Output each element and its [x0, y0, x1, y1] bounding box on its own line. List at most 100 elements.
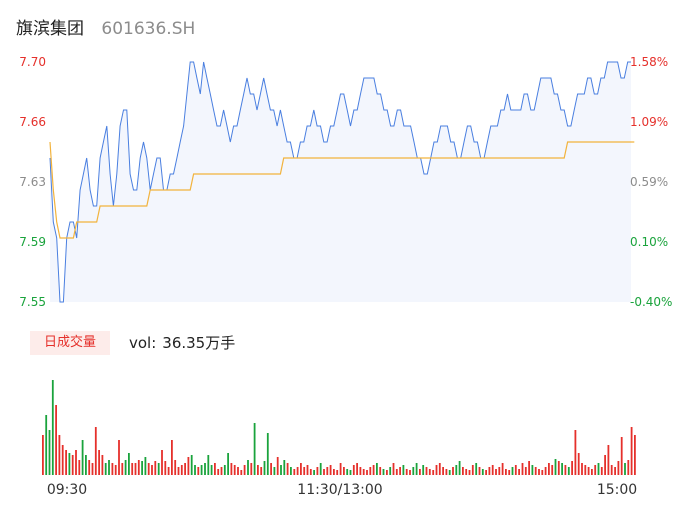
- price-area: [50, 62, 631, 302]
- volume-bar: [501, 463, 504, 475]
- volume-bar: [624, 463, 626, 475]
- volume-bar: [85, 455, 87, 475]
- volume-bar: [432, 470, 435, 475]
- volume-bar: [250, 463, 253, 475]
- volume-bar: [309, 469, 312, 475]
- y-tick-right: 1.58%: [630, 55, 668, 69]
- volume-bar: [273, 467, 276, 475]
- volume-bar: [336, 470, 339, 475]
- volume-bar: [71, 455, 74, 475]
- y-tick-left: 7.63: [19, 175, 46, 189]
- volume-bar: [630, 427, 633, 475]
- y-tick-left: 7.55: [19, 295, 46, 309]
- volume-bar: [597, 463, 600, 475]
- volume-bar: [207, 455, 210, 475]
- volume-bar: [243, 465, 246, 475]
- volume-bar: [561, 463, 563, 475]
- volume-bar: [435, 465, 438, 475]
- volume-bar: [313, 470, 315, 475]
- y-tick-left: 7.59: [19, 235, 46, 249]
- volume-bar: [544, 467, 547, 475]
- volume-bar: [534, 467, 537, 475]
- volume-bar: [369, 467, 372, 475]
- volume-bar: [88, 460, 91, 475]
- volume-bar: [171, 440, 173, 475]
- volume-bar: [557, 461, 560, 475]
- volume-bar: [101, 455, 104, 475]
- volume-bar: [581, 463, 583, 475]
- volume-bar: [42, 435, 44, 475]
- volume-bar: [455, 465, 458, 475]
- volume-bar: [471, 465, 474, 475]
- volume-bar: [538, 469, 540, 475]
- volume-bar: [154, 461, 157, 475]
- volume-bar: [607, 445, 610, 475]
- volume-bar: [214, 463, 216, 475]
- volume-bar: [409, 470, 411, 475]
- volume-value: vol: 36.35万手: [129, 332, 235, 353]
- volume-tag[interactable]: 日成交量: [30, 331, 110, 355]
- volume-bar: [283, 460, 286, 475]
- volume-bar: [617, 461, 620, 475]
- y-tick-right: -0.40%: [630, 295, 672, 309]
- volume-bar: [260, 467, 263, 475]
- volume-bar: [134, 463, 137, 475]
- volume-bar: [422, 465, 425, 475]
- volume-bar: [620, 437, 623, 475]
- y-tick-left: 7.66: [19, 115, 46, 129]
- volume-bar: [442, 467, 444, 475]
- volume-bar: [362, 469, 365, 475]
- x-tick: 11:30/13:00: [297, 482, 382, 498]
- y-tick-right: 1.09%: [630, 115, 668, 129]
- volume-bar: [157, 463, 160, 475]
- volume-bar: [594, 465, 597, 475]
- volume-bar: [137, 460, 140, 475]
- volume-bar: [634, 435, 636, 475]
- volume-bar: [359, 467, 362, 475]
- volume-bar: [75, 450, 77, 475]
- volume-bar: [78, 460, 81, 475]
- volume-bar: [280, 465, 282, 475]
- volume-bar: [412, 467, 415, 475]
- volume-bar: [94, 427, 97, 475]
- volume-bar: [303, 467, 306, 475]
- volume-bar: [174, 460, 177, 475]
- volume-bar: [104, 463, 107, 475]
- volume-bar: [352, 465, 355, 475]
- volume-bar: [604, 455, 606, 475]
- y-tick-left: 7.70: [19, 55, 46, 69]
- volume-bar: [286, 463, 289, 475]
- y-tick-right: 0.59%: [630, 175, 668, 189]
- volume-bar: [180, 465, 183, 475]
- volume-bar: [177, 467, 180, 475]
- volume-bar: [386, 470, 388, 475]
- volume-bar: [68, 453, 71, 475]
- volume-bar: [465, 469, 468, 475]
- volume-bar: [128, 453, 130, 475]
- volume-bar: [564, 465, 567, 475]
- volume-bar: [200, 465, 203, 475]
- volume-bar: [445, 469, 448, 475]
- volume-bar: [491, 465, 494, 475]
- volume-bar: [425, 467, 428, 475]
- volume-bar: [323, 469, 325, 475]
- volume-bar: [197, 467, 200, 475]
- volume-label: vol:: [129, 334, 157, 352]
- volume-bar: [458, 461, 461, 475]
- volume-bar: [98, 450, 100, 475]
- volume-bar: [167, 467, 170, 475]
- volume-bar: [55, 405, 57, 475]
- volume-bar: [144, 457, 147, 475]
- volume-bar: [415, 463, 418, 475]
- volume-bar: [392, 463, 395, 475]
- volume-bar: [247, 460, 249, 475]
- volume-bar: [448, 470, 451, 475]
- volume-bar: [58, 435, 61, 475]
- volume-bar: [531, 465, 534, 475]
- volume-bar: [452, 467, 454, 475]
- x-tick: 09:30: [47, 482, 87, 498]
- volume-bar: [339, 463, 342, 475]
- volume-bar: [346, 469, 349, 475]
- stock-name: 旗滨集团: [16, 19, 84, 39]
